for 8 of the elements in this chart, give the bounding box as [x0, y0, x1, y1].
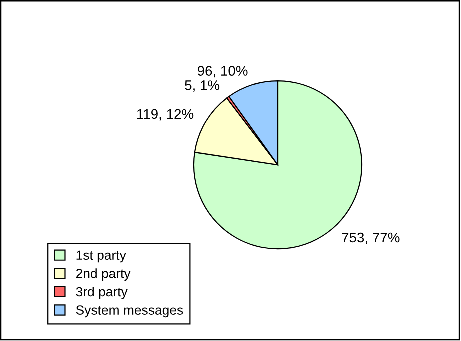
legend-label: 3rd party: [76, 286, 128, 300]
data-label: 753, 77%: [342, 232, 400, 244]
legend-label: 2nd party: [76, 268, 131, 281]
legend-label: System messages: [76, 306, 184, 318]
data-label: 119, 12%: [138, 109, 194, 121]
data-label: 5, 1%: [185, 80, 220, 92]
data-label: 96, 10%: [198, 66, 248, 78]
legend-label: 1st party: [76, 250, 126, 263]
